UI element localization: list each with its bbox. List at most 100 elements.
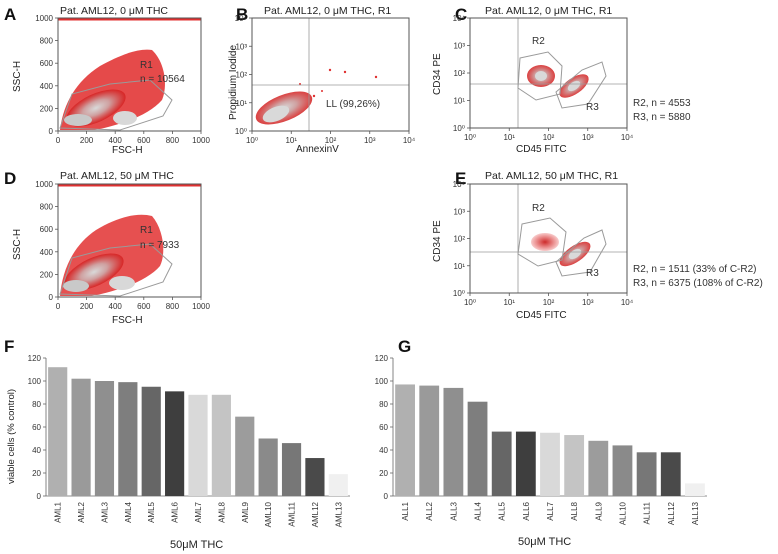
x-tick-label: AML8 <box>217 501 226 522</box>
y-ticks: 0 200 400 600 800 1000 <box>35 14 58 136</box>
y-tick-label: 100 <box>375 377 389 386</box>
panel-a: A Pat. AML12, 0 μM THC R1 n = 10564 0 200… <box>4 5 210 156</box>
y-tick-label: 0 <box>384 492 389 501</box>
plot-frame <box>57 17 202 132</box>
bar-aml6 <box>165 391 185 496</box>
panel-letter: D <box>4 169 16 188</box>
event-count: n = 7933 <box>140 240 180 251</box>
scatter-density <box>531 233 591 267</box>
x-tick-label: AML13 <box>334 501 343 527</box>
x-tick-label: 10¹ <box>503 133 515 142</box>
x-tick-label: 10³ <box>582 298 594 307</box>
y-tick-label: 10¹ <box>453 97 465 106</box>
x-tick-label: 400 <box>109 302 123 311</box>
y-tick-label: 60 <box>379 423 388 432</box>
gate-label-r2: R2 <box>532 36 545 47</box>
x-tick-label: ALL6 <box>522 501 531 520</box>
y-tick-label: 10⁰ <box>453 124 465 133</box>
bar-all2 <box>419 385 440 496</box>
x-tick-label: 1000 <box>192 136 210 145</box>
gate-r3 <box>555 61 607 109</box>
x-tick-label: AML11 <box>288 501 297 526</box>
x-ticks: 10⁰ 10¹ 10² 10³ 10⁴ <box>246 131 416 145</box>
x-tick-label: AML4 <box>124 501 133 522</box>
x-tick-label: 1000 <box>192 302 210 311</box>
x-tick-label: ALL10 <box>618 501 627 525</box>
panel-f: F viable cells (% control) 50μM THC 0 20 4… <box>4 337 350 551</box>
scatter-density <box>255 68 378 125</box>
y-tick-label: 10² <box>453 69 465 78</box>
bar-aml12 <box>305 458 325 496</box>
x-axis-label: CD45 FITC <box>516 144 567 155</box>
y-tick-label: 400 <box>40 248 54 257</box>
x-tick-label: ALL11 <box>643 501 652 524</box>
gate-count-r3: R3, n = 5880 <box>633 112 691 123</box>
y-ticks: 0 200 400 600 800 1000 <box>35 180 58 302</box>
x-tick-label: ALL4 <box>474 501 483 520</box>
y-tick-label: 20 <box>32 469 41 478</box>
bar-aml5 <box>141 386 161 496</box>
panel-letter: A <box>4 5 16 24</box>
x-tick-label: AML9 <box>241 501 250 522</box>
x-tick-label: 200 <box>80 136 94 145</box>
bar-all7 <box>540 432 560 496</box>
x-tick-label: ALL9 <box>594 501 603 520</box>
y-tick-label: 1000 <box>35 180 53 189</box>
gate-label: R1 <box>140 60 153 71</box>
y-tick-label: 10¹ <box>235 99 247 108</box>
y-tick-label: 800 <box>40 203 54 212</box>
y-tick-label: 400 <box>40 82 54 91</box>
x-tick-label: 10⁴ <box>621 298 634 307</box>
panel-title: Pat. AML12, 0 μM THC, R1 <box>485 5 612 17</box>
bar-aml9 <box>235 416 255 496</box>
x-tick-label: ALL13 <box>691 501 700 525</box>
bar-all4 <box>467 401 488 496</box>
y-ticks: 10⁰ 10¹ 10² 10³ 10⁴ <box>235 14 252 136</box>
y-tick-label: 80 <box>379 400 388 409</box>
x-tick-label: 10¹ <box>285 136 297 145</box>
y-tick-label: 10⁴ <box>453 14 466 23</box>
bar-all1 <box>395 384 415 496</box>
y-tick-label: 120 <box>375 354 389 363</box>
x-tick-label: 400 <box>109 136 123 145</box>
y-axis-label: SSC-H <box>12 61 23 92</box>
panel-title: Pat. AML12, 0 μM THC <box>60 5 168 17</box>
bar-aml1 <box>48 367 68 496</box>
x-tick-label: 10¹ <box>503 298 515 307</box>
x-ticks: 0 200 400 600 800 1000 <box>56 131 210 145</box>
scatter-density <box>58 18 201 130</box>
y-tick-label: 200 <box>40 104 54 113</box>
y-tick-label: 10³ <box>453 42 465 51</box>
x-tick-label: 10⁰ <box>464 133 476 142</box>
event-count: n = 10564 <box>140 74 185 85</box>
x-tick-label: AML2 <box>77 501 86 522</box>
bar-all10 <box>612 445 633 496</box>
y-tick-label: 800 <box>40 37 54 46</box>
x-tick-label: 10⁰ <box>246 136 258 145</box>
panel-letter: C <box>455 5 467 24</box>
x-tick-label: 800 <box>166 136 180 145</box>
y-tick-label: 10³ <box>235 42 247 51</box>
x-tick-label: ALL3 <box>449 501 458 520</box>
bar-all6 <box>515 431 536 496</box>
bar-all12 <box>660 452 681 496</box>
y-tick-label: 0 <box>49 127 54 136</box>
x-tick-label: AML3 <box>100 501 109 522</box>
y-tick-label: 10⁴ <box>235 14 248 23</box>
plot-frame <box>57 183 202 298</box>
x-tick-label: AML1 <box>54 501 63 522</box>
y-tick-label: 10⁰ <box>453 289 465 298</box>
gate-label-r2: R2 <box>532 203 545 214</box>
x-tick-label: 10⁰ <box>464 298 476 307</box>
y-tick-label: 10² <box>235 71 247 80</box>
x-ticks: 10⁰ 10¹ 10² 10³ 10⁴ <box>464 293 634 307</box>
x-ticks: 10⁰ 10¹ 10² 10³ 10⁴ <box>464 128 634 142</box>
y-tick-label: 0 <box>37 492 42 501</box>
y-tick-label: 1000 <box>35 14 53 23</box>
y-ticks: 10⁰ 10¹ 10² 10³ 10⁴ <box>453 14 470 133</box>
x-tick-label: 600 <box>137 136 151 145</box>
bar-aml10 <box>258 438 278 496</box>
x-tick-label: ALL7 <box>546 501 555 520</box>
y-tick-label: 20 <box>379 469 388 478</box>
quadrant-label: LL (99,26%) <box>326 99 380 110</box>
